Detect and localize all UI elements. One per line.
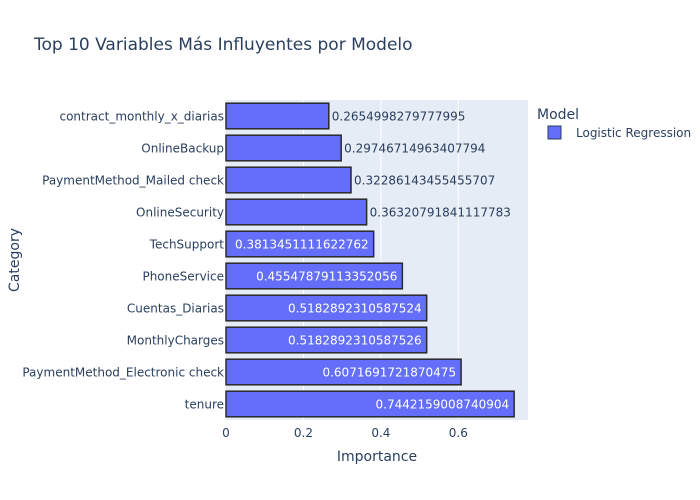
y-category-labels: contract_monthly_x_diarias OnlineBackup Pa… [22, 110, 224, 412]
bar[interactable] [225, 294, 428, 322]
y-axis-title: Category [7, 228, 23, 292]
legend-entry-label[interactable]: Logistic Regression [576, 126, 691, 140]
bars-group: 0.2654998279777995 0.29746714963407794 0.3… [225, 102, 515, 418]
y-category-label: OnlineSecurity [136, 206, 224, 220]
bar[interactable] [225, 166, 352, 194]
y-category-label: PaymentMethod_Mailed check [42, 174, 224, 188]
bar[interactable] [225, 358, 462, 386]
x-tick-label: 0.4 [371, 426, 390, 440]
bar-value-label: 0.32286143455455707 [354, 174, 495, 188]
legend-swatch[interactable] [547, 125, 562, 140]
bar[interactable] [225, 326, 428, 354]
y-category-label: OnlineBackup [141, 142, 224, 156]
y-category-label: MonthlyCharges [127, 334, 224, 348]
y-category-label: PhoneService [142, 270, 224, 284]
y-category-label: Cuentas_Diarias [127, 302, 224, 316]
legend-title: Model [537, 107, 579, 123]
y-category-label: TechSupport [149, 238, 225, 252]
bar[interactable] [225, 134, 342, 162]
bar[interactable] [225, 198, 368, 226]
bar-value-label: 0.36320791841117783 [370, 206, 511, 220]
bar-value-label: 0.45547879113352056 [256, 270, 397, 284]
bar-value-label: 0.5182892310587526 [288, 334, 422, 348]
x-tick-label: 0 [222, 426, 230, 440]
x-axis-title: Importance [337, 449, 417, 465]
chart-title: Top 10 Variables Más Influyentes por Mod… [33, 35, 413, 55]
y-category-label: tenure [185, 398, 224, 412]
bar-value-label: 0.5182892310587524 [288, 302, 422, 316]
y-category-label: PaymentMethod_Electronic check [22, 366, 224, 380]
bar[interactable] [225, 262, 404, 290]
bar[interactable] [225, 102, 330, 130]
legend: Model Logistic Regression [537, 107, 691, 140]
bar-value-label: 0.7442159008740904 [376, 398, 510, 412]
bar[interactable] [225, 230, 375, 258]
bar-value-label: 0.3813451111622762 [235, 238, 369, 252]
x-tick-label: 0.2 [294, 426, 313, 440]
bar-value-label: 0.6071691721870475 [322, 366, 456, 380]
bar-value-label: 0.2654998279777995 [332, 110, 466, 124]
bar-value-label: 0.29746714963407794 [344, 142, 485, 156]
y-category-label: contract_monthly_x_diarias [59, 110, 224, 124]
x-tick-label: 0.6 [449, 426, 468, 440]
bar[interactable] [225, 390, 515, 418]
x-tick-labels: 0 0.2 0.4 0.6 [222, 426, 468, 440]
